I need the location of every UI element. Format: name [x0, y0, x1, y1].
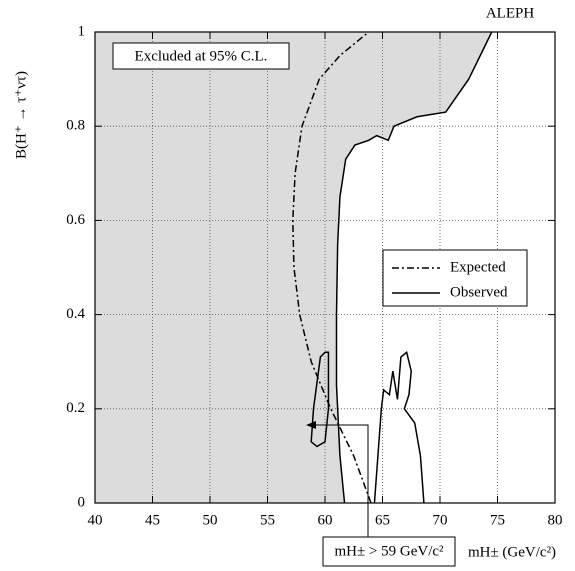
region-label: Excluded at 95% C.L. [135, 48, 268, 64]
series-line [292, 31, 372, 504]
x-tick-label: 75 [490, 512, 505, 528]
series-line [310, 31, 493, 504]
y-tick-label: 0 [78, 494, 86, 510]
excluded-region [95, 32, 492, 503]
annotation-box [322, 536, 456, 567]
y-tick-label: 0.8 [66, 118, 85, 134]
y-tick-label: 0.4 [66, 306, 85, 322]
legend-box [382, 249, 528, 307]
x-tick-label: 45 [145, 512, 160, 528]
region-label-box [112, 42, 290, 70]
x-tick-label: 50 [203, 512, 218, 528]
x-tick-label: 60 [318, 512, 333, 528]
y-axis-label: B(H⁺ → τ⁺ντ) [13, 71, 29, 159]
plot-frame [94, 31, 556, 504]
x-axis-label: mH± (GeV/c²) [468, 544, 556, 560]
y-tick-label: 0.6 [66, 212, 85, 228]
y-tick-label: 1 [78, 23, 86, 39]
annotation-arrow [312, 424, 369, 537]
x-tick-label: 70 [433, 512, 448, 528]
annotation: mH± > 59 GeV/c² [334, 543, 444, 559]
y-tick-label: 0.2 [66, 400, 85, 416]
region-layer [95, 32, 492, 503]
arrow-head [306, 421, 316, 429]
x-tick-label: 40 [88, 512, 103, 528]
x-tick-label: 55 [260, 512, 275, 528]
experiment-label: ALEPH [486, 5, 535, 21]
lines-layer [292, 31, 493, 504]
x-tick-label: 80 [548, 512, 563, 528]
x-tick-label: 65 [375, 512, 390, 528]
legend-label: Observed [450, 284, 508, 300]
legend-label: Expected [450, 259, 506, 275]
